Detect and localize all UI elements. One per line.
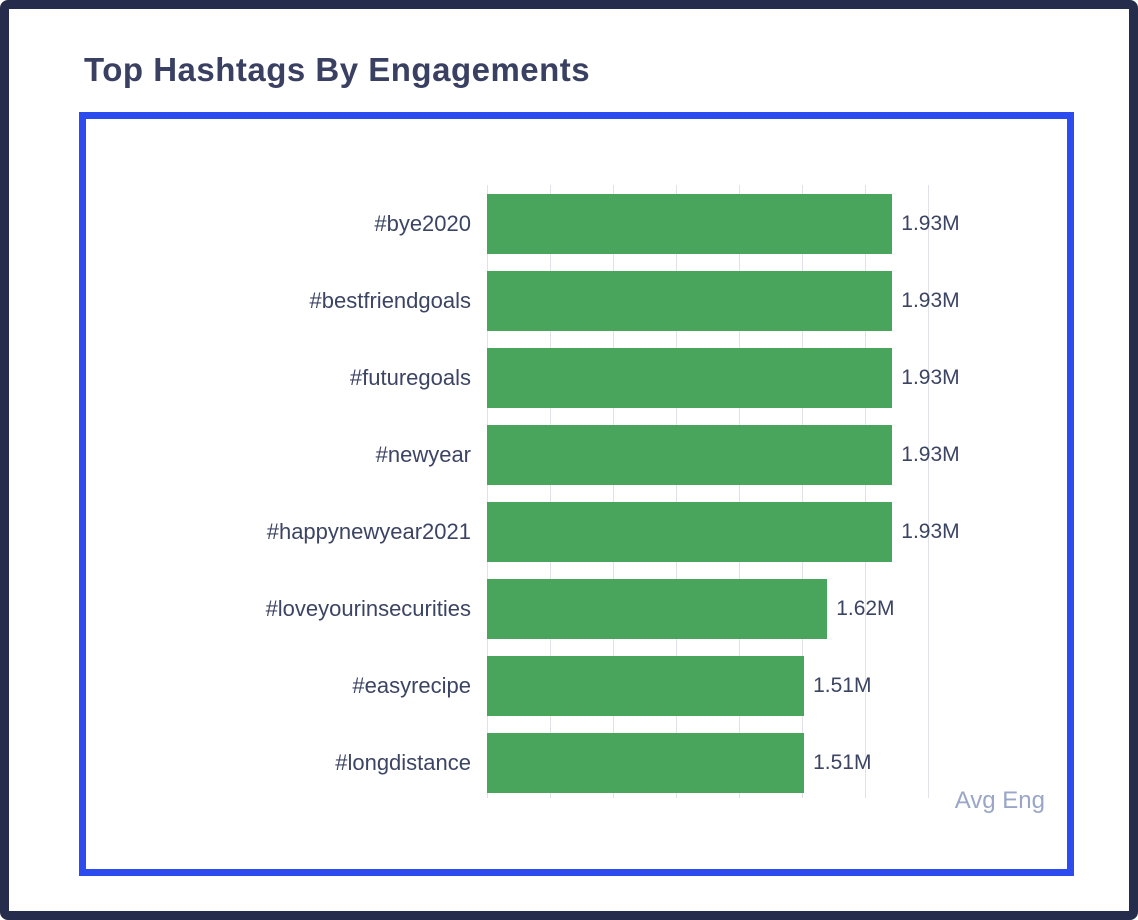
bar-rows: #bye2020 1.93M #bestfriendgoals 1.93M #futur… xyxy=(86,185,1067,801)
bar-track: 1.93M xyxy=(487,185,1067,262)
engagement-bar[interactable] xyxy=(487,424,893,485)
bar-track: 1.51M xyxy=(487,724,1067,801)
chart-panel: #bye2020 1.93M #bestfriendgoals 1.93M #futur… xyxy=(79,112,1074,876)
bar-row: #futuregoals 1.93M xyxy=(86,339,1067,416)
bar-row: #loveyourinsecurities 1.62M xyxy=(86,570,1067,647)
bar-row: #easyrecipe 1.51M xyxy=(86,647,1067,724)
value-label: 1.62M xyxy=(836,596,895,620)
engagement-bar[interactable] xyxy=(487,732,805,793)
hashtag-label: #bestfriendgoals xyxy=(309,287,471,313)
hashtag-label: #bye2020 xyxy=(374,210,471,236)
bar-row: #bye2020 1.93M xyxy=(86,185,1067,262)
value-label: 1.93M xyxy=(901,442,960,466)
gridline xyxy=(676,185,677,798)
value-label: 1.51M xyxy=(813,673,872,697)
bar-track: 1.93M xyxy=(487,416,1067,493)
bar-track: 1.93M xyxy=(487,339,1067,416)
value-label: 1.93M xyxy=(901,211,960,235)
hashtag-label: #easyrecipe xyxy=(352,672,471,698)
hashtag-label: #loveyourinsecurities xyxy=(265,595,471,621)
gridline xyxy=(802,185,803,798)
engagement-bar[interactable] xyxy=(487,193,893,254)
value-label: 1.93M xyxy=(901,288,960,312)
bar-row: #bestfriendgoals 1.93M xyxy=(86,262,1067,339)
bar-track: 1.93M xyxy=(487,262,1067,339)
gridline xyxy=(739,185,740,798)
bar-track: 1.51M xyxy=(487,647,1067,724)
gridline xyxy=(550,185,551,798)
engagement-bar[interactable] xyxy=(487,501,893,562)
bar-chart: #bye2020 1.93M #bestfriendgoals 1.93M #futur… xyxy=(86,119,1067,869)
engagement-bar[interactable] xyxy=(487,578,828,639)
gridline xyxy=(487,185,488,798)
hashtag-label: #futuregoals xyxy=(349,364,471,390)
gridline xyxy=(865,185,866,798)
x-axis-title: Avg Eng xyxy=(954,787,1045,814)
engagement-bar[interactable] xyxy=(487,270,893,331)
hashtag-label: #happynewyear2021 xyxy=(266,518,471,544)
value-label: 1.93M xyxy=(901,519,960,543)
engagement-bar[interactable] xyxy=(487,655,805,716)
bar-row: #happynewyear2021 1.93M xyxy=(86,493,1067,570)
grid-layer xyxy=(487,185,929,798)
gridline xyxy=(928,185,929,798)
page-title: Top Hashtags By Engagements xyxy=(84,51,591,88)
hashtag-label: #newyear xyxy=(375,441,471,467)
hashtag-label: #longdistance xyxy=(335,749,471,775)
gridline xyxy=(613,185,614,798)
bar-row: #newyear 1.93M xyxy=(86,416,1067,493)
bar-track: 1.93M xyxy=(487,493,1067,570)
value-label: 1.51M xyxy=(813,750,872,774)
bar-row: #longdistance 1.51M xyxy=(86,724,1067,801)
engagement-bar[interactable] xyxy=(487,347,893,408)
bar-track: 1.62M xyxy=(487,570,1067,647)
value-label: 1.93M xyxy=(901,365,960,389)
